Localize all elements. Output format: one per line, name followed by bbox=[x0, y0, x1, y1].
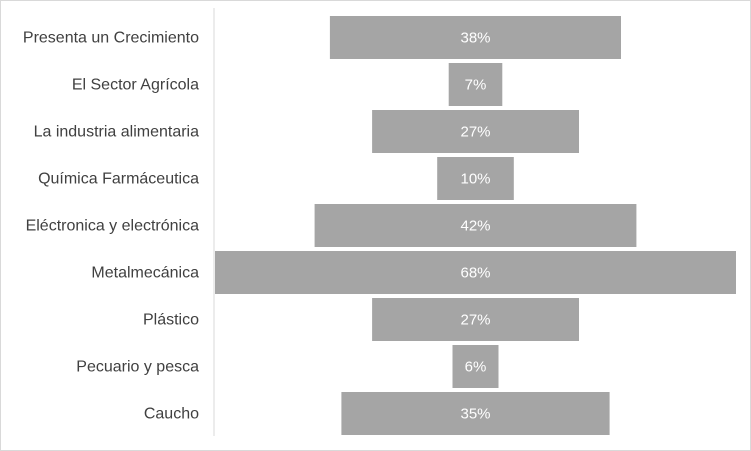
labels-layer: 38% Presenta un Crecimiento 7% El Sector Ag… bbox=[23, 30, 491, 423]
category-label-5: Eléctronica y electrónica bbox=[26, 218, 200, 235]
funnel-bar-5 bbox=[314, 204, 637, 247]
funnel-bar-2 bbox=[448, 63, 503, 106]
data-label-6: 68% bbox=[460, 265, 490, 282]
data-label-3: 27% bbox=[460, 124, 490, 141]
data-label-2: 7% bbox=[465, 77, 487, 94]
funnel-bar-7 bbox=[372, 298, 579, 341]
funnel-bar-3 bbox=[372, 110, 579, 153]
funnel-bar-1 bbox=[329, 16, 621, 59]
data-label-5: 42% bbox=[460, 218, 490, 235]
category-label-2: El Sector Agrícola bbox=[72, 77, 199, 94]
category-label-7: Plástico bbox=[143, 312, 199, 329]
funnel-bar-9 bbox=[341, 392, 610, 435]
funnel-bar-6 bbox=[215, 251, 736, 294]
category-label-1: Presenta un Crecimiento bbox=[23, 30, 199, 47]
data-label-8: 6% bbox=[465, 359, 487, 376]
data-label-4: 10% bbox=[460, 171, 490, 188]
data-label-7: 27% bbox=[460, 312, 490, 329]
funnel-bar-8 bbox=[452, 345, 499, 388]
category-label-9: Caucho bbox=[144, 406, 199, 423]
category-label-8: Pecuario y pesca bbox=[76, 359, 199, 376]
bars-layer bbox=[215, 16, 736, 435]
category-label-3: La industria alimentaria bbox=[34, 124, 200, 141]
funnel-bar-4 bbox=[437, 157, 514, 200]
category-label-4: Química Farmáceutica bbox=[38, 171, 199, 188]
data-label-1: 38% bbox=[460, 30, 490, 47]
category-label-6: Metalmecánica bbox=[91, 265, 199, 282]
data-label-9: 35% bbox=[460, 406, 490, 423]
